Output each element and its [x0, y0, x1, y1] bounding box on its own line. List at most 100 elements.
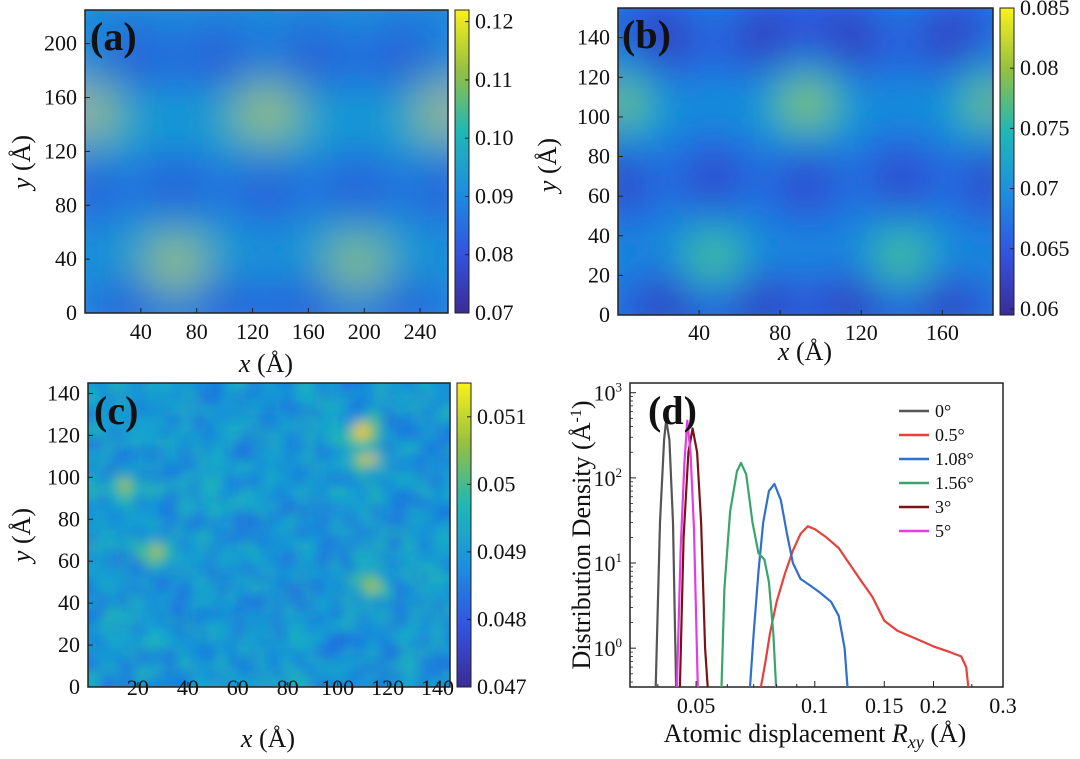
heatmap-cell	[885, 225, 900, 239]
heatmap-cell	[232, 567, 242, 576]
heatmap-cell	[383, 174, 397, 188]
heatmap-cell	[248, 607, 258, 616]
heatmap-cell	[279, 161, 294, 175]
heatmap-cell	[401, 407, 411, 416]
heatmap-cell	[644, 33, 659, 47]
heatmap-cell	[422, 47, 436, 62]
heatmap-cell	[256, 639, 266, 648]
heatmap-cell	[253, 237, 268, 251]
y-tick-label: 60	[588, 183, 610, 208]
heatmap-cell	[96, 431, 105, 440]
heatmap-cell	[289, 663, 298, 672]
heatmap-cell	[433, 407, 443, 416]
heatmap-cell	[175, 249, 190, 264]
heatmap-cell	[345, 583, 355, 592]
heatmap-cell	[765, 161, 780, 175]
heatmap-cell	[751, 46, 766, 60]
heatmap-cell	[441, 391, 450, 400]
heatmap-cell	[417, 631, 427, 640]
heatmap-cell	[120, 631, 129, 640]
heatmap-cell	[425, 511, 435, 520]
heatmap-cell	[208, 383, 218, 392]
heatmap-cell	[160, 535, 170, 544]
heatmap-cell	[297, 671, 306, 680]
heatmap-cell	[136, 671, 145, 680]
heatmap-cell	[123, 186, 138, 200]
heatmap-cell	[345, 471, 355, 480]
heatmap-cell	[279, 85, 294, 99]
heatmap-cell	[362, 687, 371, 696]
heatmap-cell	[952, 71, 967, 86]
heatmap-cell	[227, 111, 242, 125]
heatmap-cell	[224, 439, 234, 448]
heatmap-cell	[136, 631, 145, 640]
heatmap-cell	[279, 10, 294, 11]
heatmap-cell	[85, 224, 86, 238]
heatmap-cell	[305, 623, 314, 632]
heatmap-cell	[337, 503, 347, 512]
heatmap-cell	[264, 479, 274, 488]
heatmap-cell	[778, 225, 793, 239]
heatmap-cell	[305, 136, 319, 150]
heatmap-cell	[162, 300, 177, 313]
heatmap-cell	[136, 655, 145, 664]
heatmap-cell	[123, 161, 138, 175]
heatmap-cell	[433, 623, 443, 632]
heatmap-cell	[128, 487, 137, 496]
heatmap-cell	[393, 559, 403, 568]
heatmap-cell	[227, 300, 242, 313]
heatmap-cell	[176, 383, 186, 392]
heatmap-cell	[618, 187, 632, 201]
heatmap-cell	[240, 551, 250, 560]
heatmap-cell	[313, 607, 322, 616]
heatmap-cell	[698, 84, 713, 99]
heatmap-cell	[912, 8, 927, 22]
heatmap-cell	[377, 479, 387, 488]
heatmap-cell	[240, 212, 255, 226]
heatmap-cell	[952, 289, 967, 303]
heatmap-cell	[136, 479, 145, 488]
heatmap-cell	[966, 148, 981, 163]
heatmap-cell	[297, 543, 306, 552]
heatmap-cell	[845, 59, 860, 73]
heatmap-cell	[136, 679, 145, 687]
heatmap-cell	[698, 33, 713, 47]
heatmap-cell	[273, 671, 282, 680]
y-tick-label: 100	[47, 464, 80, 489]
heatmap-cell	[738, 263, 753, 278]
heatmap-cell	[264, 559, 274, 568]
heatmap-cell	[698, 135, 713, 150]
heatmap-cell	[240, 471, 250, 480]
heatmap-cell	[926, 71, 941, 86]
heatmap-cell	[248, 511, 258, 520]
heatmap-cell	[417, 423, 427, 432]
heatmap-cell	[751, 148, 766, 163]
heatmap-cell	[885, 276, 900, 291]
heatmap-cell	[248, 471, 258, 480]
heatmap-cell	[979, 289, 993, 303]
heatmap-cell	[227, 287, 242, 301]
heatmap-cell	[208, 551, 218, 560]
heatmap-cell	[88, 391, 97, 400]
heatmap-cell	[353, 383, 363, 392]
heatmap-cell	[401, 487, 411, 496]
heatmap-cell	[383, 199, 397, 213]
heatmap-cell	[845, 289, 860, 303]
heatmap-cell	[425, 663, 435, 672]
heatmap-cell	[859, 84, 874, 99]
heatmap-cell	[618, 46, 632, 60]
heatmap-cell	[401, 647, 411, 656]
heatmap-cell	[232, 535, 242, 544]
heatmap-cell	[104, 543, 113, 552]
heatmap-cell	[377, 407, 387, 416]
heatmap-cell	[208, 471, 218, 480]
heatmap-cell	[738, 33, 753, 47]
heatmap-cell	[401, 463, 411, 472]
heatmap-cell	[357, 111, 371, 125]
heatmap-cell	[885, 33, 900, 47]
heatmap-cell	[128, 455, 137, 464]
heatmap-cell	[88, 647, 97, 656]
heatmap-cell	[818, 174, 833, 188]
heatmap-cell	[725, 212, 740, 227]
heatmap-cell	[85, 212, 99, 226]
